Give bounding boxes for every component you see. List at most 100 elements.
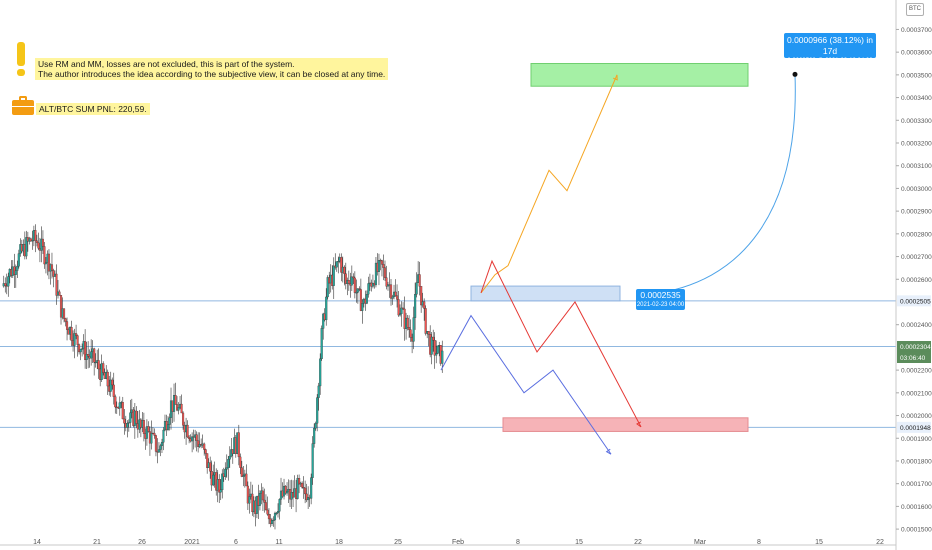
candle-body xyxy=(402,307,405,310)
candle xyxy=(142,412,145,442)
pnl-label: ALT/BTC SUM PNL: 220,59. xyxy=(36,103,150,115)
candle xyxy=(145,419,148,446)
candle xyxy=(430,332,433,365)
candle xyxy=(311,436,314,485)
y-tick-label-19: 0.0001600 xyxy=(901,504,932,511)
candle xyxy=(174,382,177,405)
candle-body xyxy=(212,474,215,486)
candle xyxy=(44,257,47,274)
candle xyxy=(4,277,7,293)
candle-body xyxy=(436,345,439,354)
candle-body xyxy=(272,519,275,521)
candle xyxy=(47,249,51,280)
y-tick-label-1: 0.0003600 xyxy=(901,50,932,57)
candle xyxy=(157,442,161,453)
candle-body xyxy=(285,490,289,494)
candle-body xyxy=(278,499,281,512)
x-tick-label-2: 26 xyxy=(138,539,146,546)
candle xyxy=(123,409,126,435)
candle xyxy=(313,423,316,448)
forecast-end-point xyxy=(792,71,798,77)
candle-body xyxy=(343,266,346,274)
y-tick-label-4: 0.0003300 xyxy=(901,118,932,125)
candle-body xyxy=(90,351,93,359)
candle xyxy=(436,345,439,354)
candle-body xyxy=(44,262,47,265)
candle-body xyxy=(314,423,317,429)
candle-body xyxy=(55,273,58,296)
candle xyxy=(264,494,267,511)
candle-body xyxy=(420,286,423,306)
candle xyxy=(129,399,132,428)
candle xyxy=(204,448,207,459)
candle-body xyxy=(97,360,100,370)
candle-body xyxy=(267,513,271,520)
badge-countdown-text: 03:06:40 xyxy=(900,355,926,362)
candle xyxy=(304,480,307,504)
orange-scenario-path xyxy=(480,74,618,294)
candle-body xyxy=(127,422,130,424)
candle-body xyxy=(397,299,400,316)
x-tick-label-5: 11 xyxy=(275,539,282,546)
candle xyxy=(197,432,200,453)
exclamation-icon xyxy=(17,42,25,76)
candle xyxy=(43,241,46,269)
candle xyxy=(414,282,417,330)
candle xyxy=(212,464,215,487)
y-tick-label-0: 0.0003700 xyxy=(901,27,932,34)
candle xyxy=(198,432,201,449)
candle-body xyxy=(365,294,368,304)
x-tick-label-6: 18 xyxy=(335,539,343,546)
candle-body xyxy=(340,257,343,273)
candle-body xyxy=(225,467,228,470)
candle xyxy=(177,402,180,415)
candle-body xyxy=(423,301,426,309)
target-callout[interactable]: 0.0000966 (38.12%) in 17d 0.0003502 @ 20… xyxy=(784,33,876,64)
candle xyxy=(359,278,362,312)
candle xyxy=(94,353,97,368)
candle-body xyxy=(168,417,171,425)
candle xyxy=(70,320,73,347)
candle-body xyxy=(270,520,274,524)
candle-body xyxy=(441,350,444,364)
candle-body xyxy=(261,490,264,501)
candle xyxy=(391,294,394,305)
candle-body xyxy=(58,291,61,296)
candle-body xyxy=(160,442,164,446)
currency-unit-button[interactable]: BTC xyxy=(906,3,924,16)
candle xyxy=(227,456,230,481)
candle-body xyxy=(248,496,251,504)
candle-body xyxy=(415,282,418,295)
candle xyxy=(84,329,87,369)
candle xyxy=(307,486,310,510)
candle-body xyxy=(352,276,355,279)
candle-body xyxy=(412,317,415,342)
candle xyxy=(25,230,28,260)
candle xyxy=(383,260,387,281)
candle-body xyxy=(302,487,305,489)
horizontal-levels xyxy=(0,300,896,428)
candle-body xyxy=(14,270,17,275)
candle-body xyxy=(186,424,189,438)
time-axis[interactable]: 14 21 26 2021 6 11 18 25 Feb 8 15 22 Mar 8 15 22 xyxy=(0,539,896,546)
candle xyxy=(332,257,335,299)
price-axis[interactable]: 0.0003700 0.0003600 0.0003500 0.0003400 0.00… xyxy=(895,0,932,550)
candle xyxy=(248,488,251,514)
candle-body xyxy=(432,336,435,341)
candle-body xyxy=(31,240,34,242)
y-tick-label-11: 0.0002600 xyxy=(901,277,932,284)
candle xyxy=(37,232,40,251)
candle-body xyxy=(154,435,157,452)
candle xyxy=(114,394,117,414)
candle-body xyxy=(16,266,19,271)
candle-body xyxy=(228,455,231,460)
candle-body xyxy=(414,294,417,318)
candle xyxy=(301,481,304,489)
entry-callout[interactable]: 0.0002535 2021-02-23 04:00 xyxy=(636,289,685,310)
candle-body xyxy=(204,449,207,454)
candle xyxy=(273,511,277,530)
candle-body xyxy=(273,512,277,521)
x-tick-label-13: 8 xyxy=(757,539,761,546)
y-tick-label-3: 0.0003400 xyxy=(901,95,932,102)
